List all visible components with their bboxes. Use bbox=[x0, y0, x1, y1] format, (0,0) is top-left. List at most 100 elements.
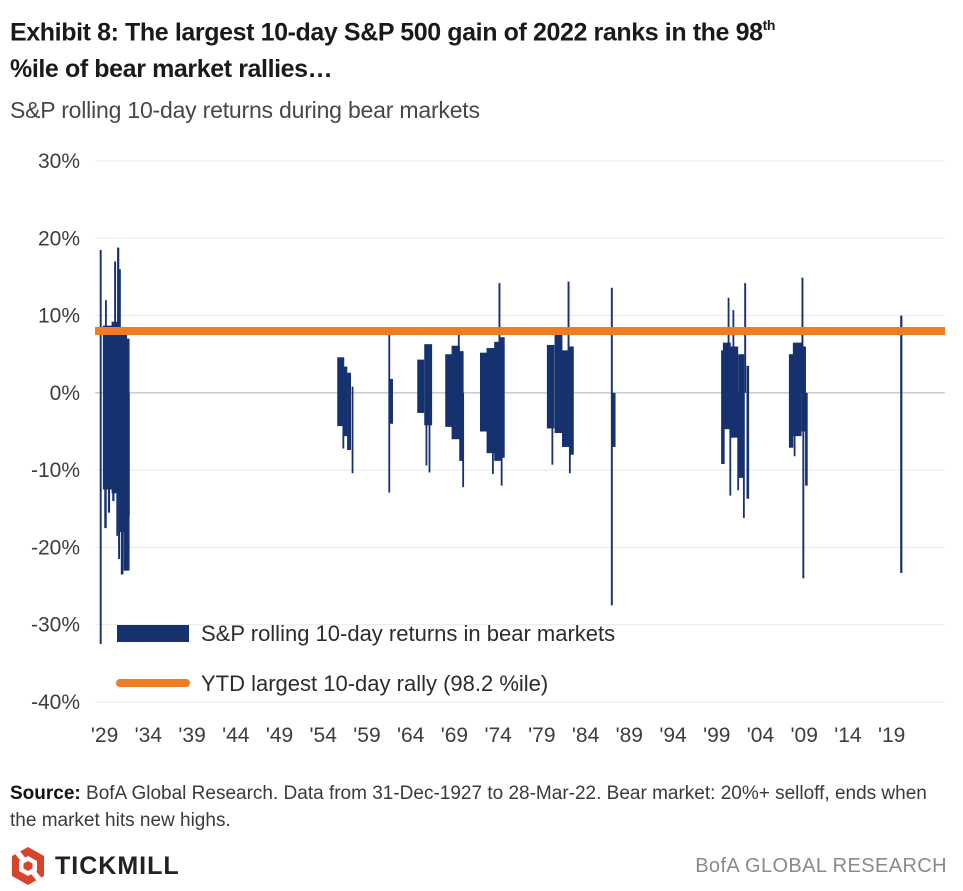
return-bar bbox=[116, 393, 119, 537]
return-bar bbox=[900, 315, 903, 574]
return-bar bbox=[727, 298, 730, 394]
return-bar bbox=[102, 325, 113, 490]
return-bar bbox=[347, 373, 352, 451]
return-bar bbox=[105, 300, 107, 394]
y-tick-label: -30% bbox=[31, 614, 80, 637]
return-bar bbox=[551, 393, 554, 466]
return-bar bbox=[801, 346, 806, 432]
return-bar bbox=[554, 332, 563, 434]
return-bar bbox=[99, 250, 102, 645]
title-superscript: th bbox=[762, 17, 776, 33]
return-bar bbox=[801, 278, 804, 394]
legend-line-label: YTD largest 10-day rally (98.2 %ile) bbox=[201, 671, 548, 696]
tickmill-logo-icon bbox=[12, 847, 44, 886]
return-bar bbox=[342, 393, 345, 449]
y-tick-label: -20% bbox=[31, 537, 80, 560]
return-bar bbox=[104, 393, 107, 529]
return-bar bbox=[107, 393, 111, 513]
return-bar bbox=[788, 354, 794, 449]
return-bar bbox=[611, 393, 616, 448]
return-bar bbox=[428, 393, 431, 473]
return-bar bbox=[500, 393, 503, 486]
source-note: Source: BofA Global Research. Data from … bbox=[0, 762, 958, 834]
x-tick-label: '84 bbox=[572, 724, 600, 747]
x-tick-label: '49 bbox=[266, 724, 293, 747]
x-tick-label: '44 bbox=[222, 724, 250, 747]
tickmill-brand: TICKMILL bbox=[10, 846, 180, 886]
title-main: Exhibit 8: The largest 10-day S&P 500 ga… bbox=[10, 18, 763, 47]
return-bar bbox=[802, 393, 805, 579]
return-bar bbox=[805, 393, 808, 486]
return-bar bbox=[342, 366, 348, 437]
y-tick-label: 20% bbox=[38, 228, 80, 251]
x-tick-label: '04 bbox=[747, 724, 775, 747]
y-tick-label: 10% bbox=[38, 305, 80, 328]
return-bar bbox=[746, 366, 750, 500]
return-bar bbox=[729, 393, 732, 496]
return-bar bbox=[111, 322, 121, 494]
return-bar bbox=[117, 247, 120, 394]
return-bar bbox=[425, 393, 428, 466]
y-tick-label: -10% bbox=[31, 459, 80, 482]
return-bar bbox=[486, 348, 495, 454]
x-tick-label: '54 bbox=[310, 724, 338, 747]
x-tick-label: '94 bbox=[659, 724, 687, 747]
header: Exhibit 8: The largest 10-day S&P 500 ga… bbox=[0, 0, 963, 124]
return-bar bbox=[459, 351, 464, 462]
return-bar bbox=[744, 283, 747, 394]
return-bar bbox=[561, 350, 569, 448]
x-tick-label: '29 bbox=[91, 724, 118, 747]
y-tick-label: 0% bbox=[50, 382, 80, 405]
return-bar bbox=[730, 346, 739, 439]
return-bar bbox=[462, 393, 465, 488]
return-bar bbox=[451, 346, 460, 440]
return-bar bbox=[567, 281, 570, 394]
chart-legend: S&P rolling 10-day returns in bear marke… bbox=[116, 621, 615, 696]
return-bar bbox=[120, 393, 124, 575]
source-text: BofA Global Research. Data from 31-Dec-1… bbox=[10, 783, 927, 832]
return-bar bbox=[742, 393, 745, 519]
tickmill-wordmark: TICKMILL bbox=[55, 851, 180, 880]
return-bar bbox=[389, 379, 393, 425]
x-tick-label: '14 bbox=[834, 724, 862, 747]
return-bar bbox=[546, 345, 555, 429]
x-tick-label: '59 bbox=[353, 724, 380, 747]
return-bar bbox=[123, 393, 128, 571]
footer: TICKMILL BofA GLOBAL RESEARCH bbox=[0, 834, 963, 886]
bofa-global-research-label: BofA GLOBAL RESEARCH bbox=[695, 854, 947, 877]
return-bar bbox=[722, 342, 731, 430]
x-tick-label: '74 bbox=[484, 724, 512, 747]
return-bar bbox=[479, 352, 488, 432]
y-tick-label: 30% bbox=[38, 150, 80, 173]
plot-area: 30% 20% 10% 0% -10% -20% -30% -40% '29 '34 '39 '44 '… bbox=[31, 150, 945, 747]
x-tick-label: '69 bbox=[441, 724, 468, 747]
return-bar bbox=[491, 393, 494, 475]
return-bar bbox=[127, 393, 130, 517]
return-bar bbox=[738, 354, 745, 479]
return-bar bbox=[112, 393, 115, 502]
return-bar bbox=[351, 387, 354, 474]
source-label: Source: bbox=[10, 783, 81, 805]
legend-bar-label: S&P rolling 10-day returns in bear marke… bbox=[201, 621, 615, 646]
return-bar bbox=[337, 357, 345, 427]
x-tick-label: '99 bbox=[703, 724, 730, 747]
chart-subtitle: S&P rolling 10-day returns during bear m… bbox=[10, 97, 480, 124]
return-bar bbox=[792, 342, 802, 437]
x-tick-label: '19 bbox=[878, 724, 905, 747]
x-tick-label: '79 bbox=[528, 724, 555, 747]
y-tick-label: -40% bbox=[31, 691, 80, 714]
return-bar bbox=[417, 359, 425, 414]
chart-svg: 30% 20% 10% 0% -10% -20% -30% -40% '29 '34 '39 '44 '… bbox=[31, 150, 945, 747]
return-bar bbox=[494, 342, 502, 462]
return-bar bbox=[445, 354, 453, 428]
return-bar bbox=[498, 283, 501, 394]
page-title: Exhibit 8: The largest 10-day S&P 500 ga… bbox=[10, 8, 951, 88]
return-bar bbox=[424, 344, 433, 426]
return-bar bbox=[569, 346, 574, 456]
legend-bar-swatch bbox=[117, 625, 189, 643]
x-tick-label: '09 bbox=[791, 724, 818, 747]
title-line2: %ile of bear market rallies… bbox=[10, 55, 333, 84]
x-tick-label: '39 bbox=[178, 724, 205, 747]
x-tick-label: '89 bbox=[616, 724, 643, 747]
x-tick-label: '64 bbox=[397, 724, 425, 747]
